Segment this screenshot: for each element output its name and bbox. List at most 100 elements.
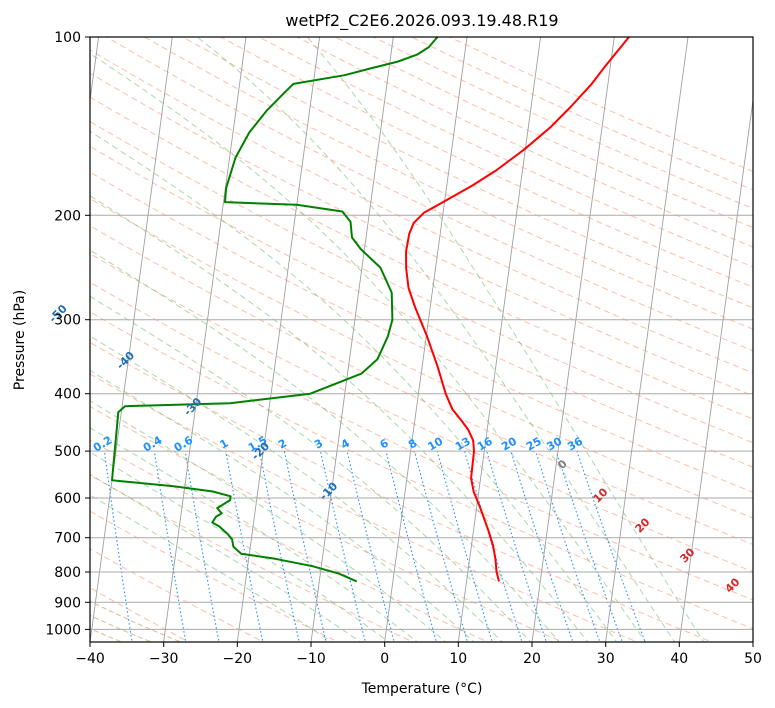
isotherm-line (605, 37, 689, 642)
moist-adiabat (196, 37, 676, 642)
dry-adiabat (182, 37, 753, 309)
dry-adiabat (106, 37, 753, 352)
dry-adiabat (90, 405, 564, 642)
mixing-ratio-label: 8 (406, 437, 419, 452)
dry-adiabat (90, 197, 753, 519)
isotherm-line (310, 37, 394, 642)
y-tick-label: 500 (54, 444, 81, 460)
dry-adiabat (90, 510, 340, 642)
dry-adiabat (90, 439, 489, 642)
moist-adiabat (90, 494, 334, 642)
dry-adiabat (90, 72, 753, 397)
dry-adiabat (90, 96, 753, 420)
y-tick-label: 600 (54, 491, 81, 507)
mixing-ratio-line (535, 450, 601, 642)
x-tick-label: 10 (449, 651, 467, 667)
x-tick-label: −20 (223, 651, 253, 667)
isotherm-label: -10 (317, 479, 340, 502)
isotherm-line (752, 638, 753, 642)
isotherm-label: -30 (181, 395, 204, 418)
x-tick-label: 40 (670, 651, 688, 667)
x-tick-label: −30 (149, 651, 179, 667)
isotherm-label: -60 (0, 255, 3, 278)
x-tick-label: 0 (380, 651, 389, 667)
moist-adiabat (90, 400, 447, 642)
y-tick-label: 300 (54, 313, 81, 329)
isotherm-line (531, 37, 615, 642)
mixing-ratio-line (413, 450, 469, 642)
mixing-ratio-line (486, 450, 547, 642)
dry-adiabat (90, 145, 753, 468)
dry-adiabat (90, 171, 753, 493)
isotherm-line (236, 37, 321, 642)
dry-adiabat (373, 37, 753, 210)
dry-adiabat (90, 311, 753, 630)
dry-adiabat (144, 37, 753, 330)
dry-adiabat (258, 37, 753, 268)
y-tick-label: 1000 (45, 622, 81, 638)
moist-adiabat (90, 473, 362, 642)
mixing-ratio-line (346, 450, 395, 642)
isotherm-label: 10 (591, 485, 611, 505)
moist-adiabat (90, 451, 390, 642)
x-tick-label: −10 (296, 651, 326, 667)
x-tick-label: 20 (523, 651, 541, 667)
moist-adiabat (90, 130, 618, 642)
dry-adiabat (90, 253, 753, 573)
mixing-ratio-line (184, 451, 220, 642)
y-tick-label: 900 (54, 595, 81, 611)
y-axis-label: Pressure (hPa) (12, 290, 28, 390)
mixing-ratio-line (555, 450, 623, 642)
dry-adiabat (90, 474, 415, 642)
mixing-ratio-label: 3 (312, 437, 325, 452)
y-tick-label: 400 (54, 387, 81, 403)
plot-frame (89, 36, 754, 643)
mixing-ratio-label: 4 (339, 436, 352, 451)
isotherm-label: -40 (114, 349, 137, 372)
dry-adiabat (90, 225, 753, 546)
mixing-ratio-line (225, 451, 264, 642)
temperature-line (405, 37, 630, 582)
moist-adiabat (90, 195, 589, 642)
mixing-ratio-line (576, 450, 646, 642)
x-tick-label: 30 (597, 651, 615, 667)
isotherm-label: 0 (555, 457, 570, 472)
y-tick-label: 700 (54, 531, 81, 547)
dry-adiabat (90, 281, 753, 601)
moist-adiabat (306, 37, 705, 642)
dry-adiabat (90, 120, 753, 444)
mixing-ratio-line (510, 450, 574, 642)
moist-adiabat (90, 249, 560, 642)
dry-adiabat (334, 37, 753, 229)
isotherm-line (90, 37, 100, 104)
isotherm-line (678, 96, 753, 642)
moist-adiabat (90, 295, 532, 642)
dry-adiabat (90, 373, 639, 642)
moist-adiabat (90, 335, 503, 642)
mixing-ratio-line (464, 450, 523, 642)
isotherm-label: 40 (723, 575, 743, 595)
mixing-ratio-label: 6 (378, 436, 391, 451)
dewpoint-line (111, 37, 439, 583)
isotherm-line (163, 37, 247, 642)
mixing-ratio-line (258, 450, 300, 642)
dry-adiabat (90, 49, 753, 374)
mixing-ratio-line (319, 450, 366, 642)
x-tick-label: 50 (744, 651, 762, 667)
moist-adiabat (90, 53, 647, 642)
dry-adiabat (90, 341, 714, 642)
x-axis-label: Temperature (°C) (361, 681, 483, 697)
y-tick-label: 100 (54, 30, 81, 46)
chart-title: wetPf2_C2E6.2026.093.19.48.R19 (285, 11, 558, 31)
mixing-ratio-line (153, 451, 187, 642)
mixing-ratio-line (436, 450, 493, 642)
y-tick-label: 800 (54, 565, 81, 581)
moist-adiabat (90, 427, 419, 642)
x-tick-label: −40 (75, 651, 105, 667)
wet-bulb-curve (90, 600, 183, 642)
mixing-ratio-line (385, 450, 437, 642)
mixing-ratio-line (58, 451, 83, 644)
isotherm-line (457, 37, 542, 642)
isotherm-line (90, 37, 173, 642)
